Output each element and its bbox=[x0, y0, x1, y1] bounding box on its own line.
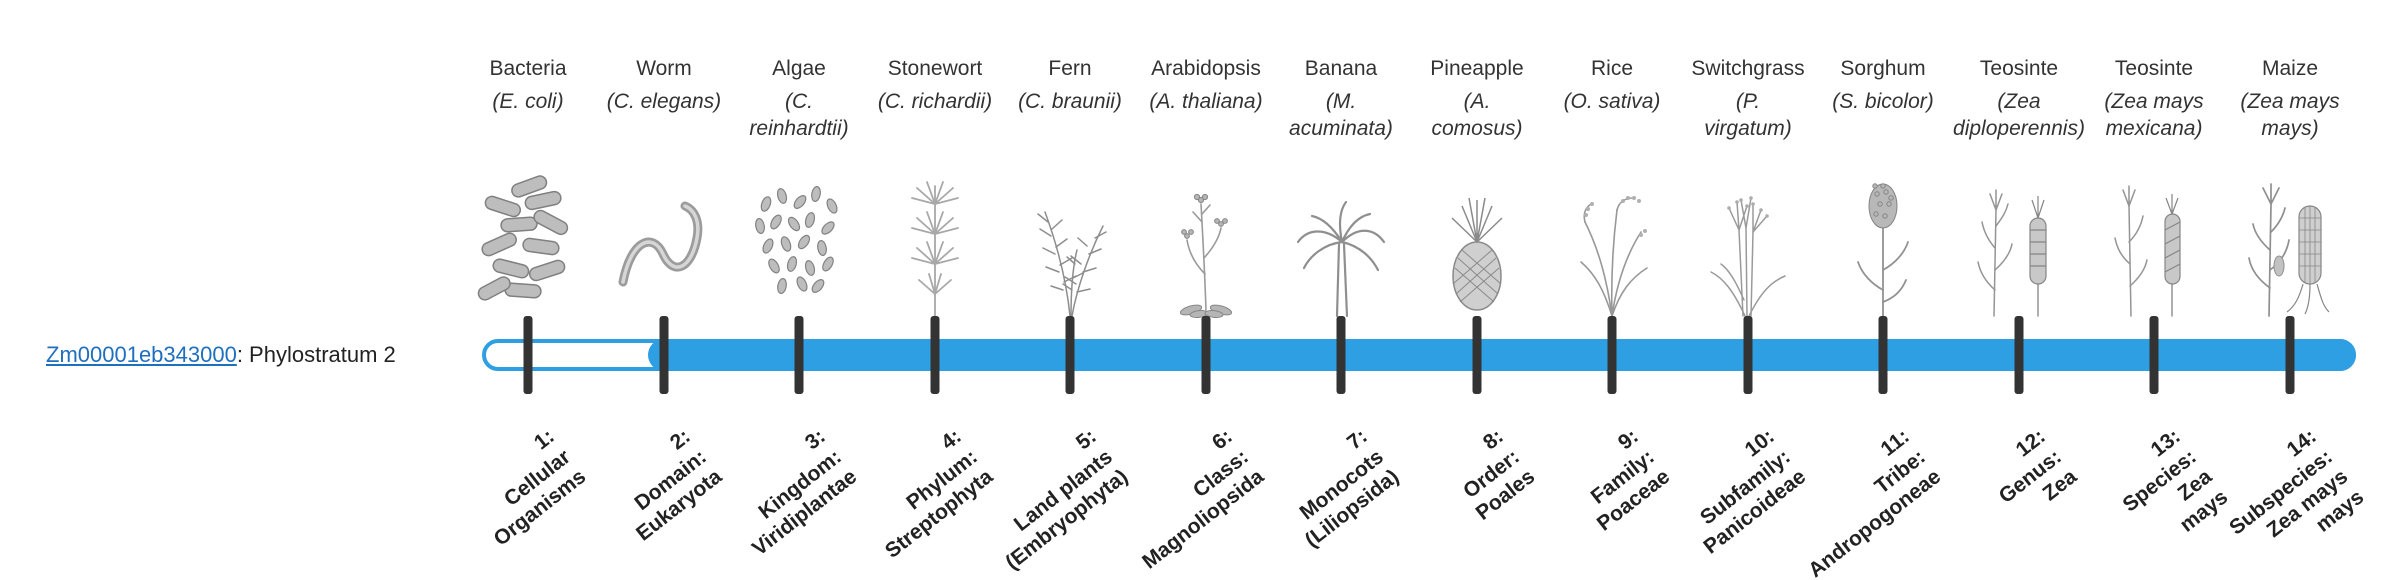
worm-illustration-icon bbox=[604, 166, 724, 318]
organism-name-rice: Rice (O. sativa) bbox=[1524, 56, 1700, 116]
organism-name-teosinte-mexicana: Teosinte (Zea mays mexicana) bbox=[2066, 56, 2242, 142]
gene-link[interactable]: Zm00001eb343000 bbox=[46, 342, 237, 367]
tick-mark-6 bbox=[1201, 316, 1211, 394]
teosinte-diploperennis-illustration-icon bbox=[1959, 166, 2079, 318]
banana-illustration-icon bbox=[1281, 166, 1401, 318]
organism-name-algae: Algae (C. reinhardtii) bbox=[711, 56, 887, 142]
organism-name-fern: Fern (C. braunii) bbox=[982, 56, 1158, 116]
organism-common-name: Arabidopsis bbox=[1151, 57, 1261, 80]
bacteria-illustration-icon bbox=[468, 166, 588, 318]
switchgrass-illustration-icon bbox=[1688, 166, 1808, 318]
organism-common-name: Pineapple bbox=[1430, 57, 1524, 80]
organism-scientific-name: (S. bicolor) bbox=[1832, 90, 1934, 114]
organism-scientific-name: (E. coli) bbox=[492, 90, 564, 114]
organism-name-sorghum: Sorghum (S. bicolor) bbox=[1795, 56, 1971, 116]
tick-mark-4 bbox=[930, 316, 940, 394]
teosinte-mexicana-illustration-icon bbox=[2094, 166, 2214, 318]
tick-mark-8 bbox=[1472, 316, 1482, 394]
organism-scientific-name: (A. thaliana) bbox=[1149, 90, 1263, 114]
tick-mark-13 bbox=[2149, 316, 2159, 394]
organism-name-maize: Maize (Zea mays mays) bbox=[2202, 56, 2378, 142]
stonewort-illustration-icon bbox=[875, 166, 995, 318]
organism-scientific-name: (C. braunii) bbox=[1018, 90, 1122, 114]
organism-scientific-name: (P. virgatum) bbox=[1704, 90, 1792, 140]
tick-mark-7 bbox=[1336, 316, 1346, 394]
organism-common-name: Bacteria bbox=[489, 57, 567, 80]
organism-scientific-name: (A. comosus) bbox=[1431, 90, 1523, 140]
fern-illustration-icon bbox=[1010, 166, 1130, 318]
organism-scientific-name: (C. richardii) bbox=[877, 90, 993, 114]
rice-illustration-icon bbox=[1552, 166, 1672, 318]
tick-mark-9 bbox=[1607, 316, 1617, 394]
organism-common-name: Rice bbox=[1590, 57, 1633, 80]
organism-scientific-name: (C. reinhardtii) bbox=[749, 90, 849, 140]
organism-name-teosinte-diploperennis: Teosinte (Zea diploperennis) bbox=[1931, 56, 2107, 142]
organism-common-name: Teosinte bbox=[2114, 57, 2194, 80]
organism-common-name: Maize bbox=[2261, 57, 2319, 80]
sorghum-illustration-icon bbox=[1823, 166, 1943, 318]
organism-scientific-name: (Zea mays mays) bbox=[2240, 90, 2340, 140]
arabidopsis-illustration-icon bbox=[1146, 166, 1266, 318]
organism-common-name: Sorghum bbox=[1840, 57, 1926, 80]
organism-common-name: Algae bbox=[772, 57, 826, 80]
tick-mark-3 bbox=[794, 316, 804, 394]
organism-name-switchgrass: Switchgrass (P. virgatum) bbox=[1660, 56, 1836, 142]
organism-common-name: Fern bbox=[1048, 57, 1092, 80]
organism-common-name: Switchgrass bbox=[1691, 57, 1805, 80]
tick-mark-10 bbox=[1743, 316, 1753, 394]
organism-name-pineapple: Pineapple (A. comosus) bbox=[1389, 56, 1565, 142]
tick-mark-2 bbox=[659, 316, 669, 394]
organism-name-bacteria: Bacteria (E. coli) bbox=[440, 56, 616, 116]
organism-name-banana: Banana (M. acuminata) bbox=[1253, 56, 1429, 142]
organism-name-stonewort: Stonewort (C. richardii) bbox=[847, 56, 1023, 116]
tick-mark-1 bbox=[523, 316, 533, 394]
organism-scientific-name: (Zea diploperennis) bbox=[1953, 90, 2085, 140]
organism-scientific-name: (O. sativa) bbox=[1563, 90, 1661, 114]
algae-illustration-icon bbox=[739, 166, 859, 318]
organism-common-name: Stonewort bbox=[887, 57, 983, 80]
pineapple-illustration-icon bbox=[1417, 166, 1537, 318]
organism-scientific-name: (M. acuminata) bbox=[1289, 90, 1393, 140]
maize-illustration-icon bbox=[2230, 166, 2350, 318]
organism-common-name: Worm bbox=[636, 57, 692, 80]
organism-name-arabidopsis: Arabidopsis (A. thaliana) bbox=[1118, 56, 1294, 116]
organism-common-name: Teosinte bbox=[1979, 57, 2059, 80]
tick-mark-14 bbox=[2285, 316, 2295, 394]
organism-scientific-name: (C. elegans) bbox=[606, 90, 722, 114]
organism-common-name: Banana bbox=[1304, 57, 1378, 80]
organism-scientific-name: (Zea mays mexicana) bbox=[2104, 90, 2204, 140]
gene-label: Zm00001eb343000: Phylostratum 2 bbox=[46, 342, 396, 368]
tick-mark-12 bbox=[2014, 316, 2024, 394]
organism-name-worm: Worm (C. elegans) bbox=[576, 56, 752, 116]
tick-mark-5 bbox=[1065, 316, 1075, 394]
phylostratum-bar bbox=[482, 339, 2356, 371]
tick-mark-11 bbox=[1878, 316, 1888, 394]
phylostratum-bar-fill bbox=[648, 339, 2356, 371]
phylostratum-text: : Phylostratum 2 bbox=[236, 342, 396, 367]
